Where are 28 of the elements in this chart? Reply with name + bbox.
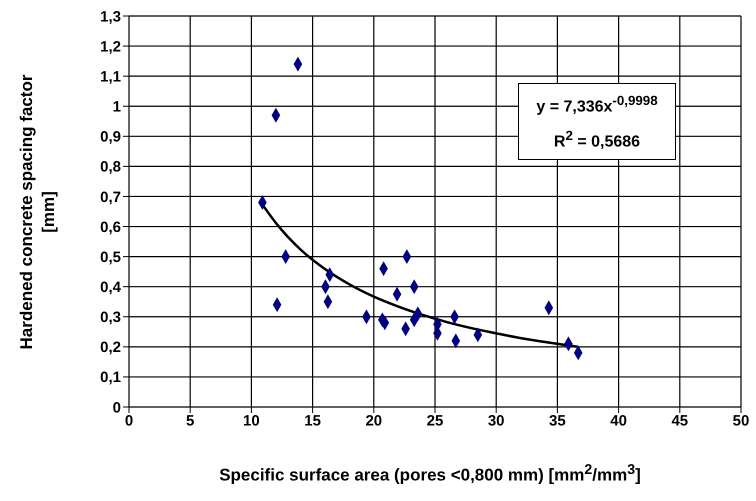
- x-tick-label: 15: [304, 412, 321, 430]
- y-tick-label: 0,6: [100, 218, 121, 236]
- y-tick-label: 0,7: [100, 188, 121, 206]
- x-axis-title: Specific surface area (pores <0,800 mm) [mm$^{2}$/mm$^{3}$]: [218, 462, 642, 486]
- x-tick-label: 5: [186, 412, 194, 430]
- x-tick-label: 30: [488, 412, 505, 430]
- y-tick-label: 0,9: [100, 128, 121, 146]
- x-tick-label: 35: [549, 412, 566, 430]
- y-tick-label: 0: [112, 399, 121, 416]
- x-tick-label: 25: [426, 412, 444, 430]
- y-tick-label: 1,2: [100, 38, 121, 56]
- y-tick-label: 0,5: [100, 248, 121, 266]
- x-tick-label: 0: [124, 412, 134, 430]
- x-tick-label: 10: [243, 412, 260, 430]
- y-tick-label: 0,1: [100, 369, 121, 386]
- y-tick-label: 1,3: [100, 8, 121, 26]
- text: y = 7,336x$^{-0,9998}$ R$^{2}$ = 0,5686: [536, 93, 658, 151]
- x-tick-label: 45: [671, 412, 688, 430]
- y-tick-label: 1: [112, 98, 121, 116]
- y-tick-label: 0,4: [100, 279, 122, 296]
- y-tick-label: 1,1: [100, 68, 121, 86]
- y-tick-label: 0,2: [100, 339, 121, 356]
- x-tick-label: 50: [732, 412, 750, 430]
- x-tick-label: 40: [610, 412, 627, 430]
- x-tick-label: 20: [365, 412, 382, 430]
- y-axis-title: Hardened concrete spacing factor [mm]: [16, 73, 59, 351]
- y-tick-label: 0,3: [100, 309, 121, 326]
- y-tick-label: 0,8: [100, 158, 121, 176]
